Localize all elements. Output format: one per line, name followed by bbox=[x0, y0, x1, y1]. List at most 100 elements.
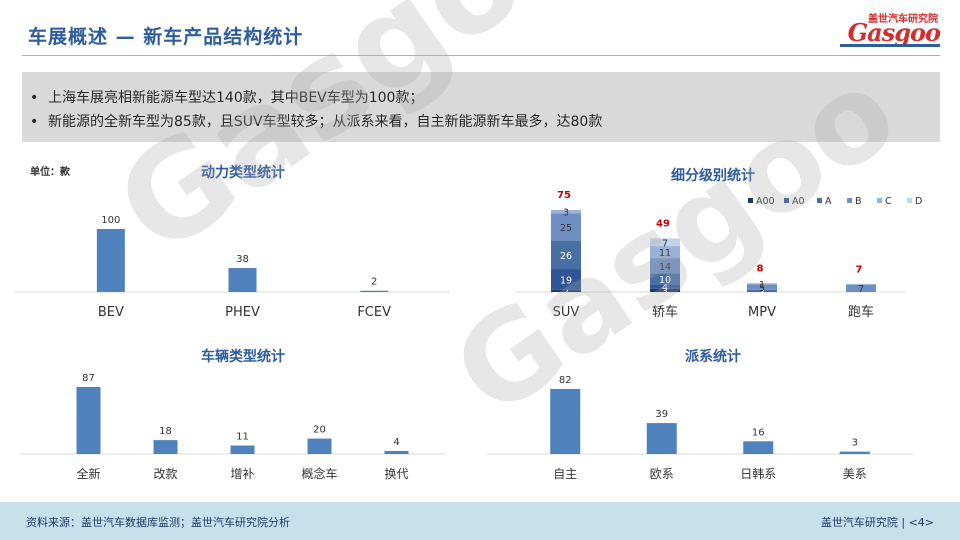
bar-改款 bbox=[153, 440, 178, 454]
bullet: • bbox=[30, 114, 39, 130]
footer-bar: 资料来源：盖世汽车数据库监测；盖世汽车研究院分析 盖世汽车研究院 | <4> bbox=[0, 502, 960, 540]
category-label: BEV bbox=[98, 305, 124, 320]
segment-label: 7 bbox=[662, 238, 668, 249]
segment-label: 10 bbox=[659, 275, 671, 286]
segment-label: 14 bbox=[659, 262, 671, 273]
segment-label: 3 bbox=[563, 208, 569, 219]
data-label: 38 bbox=[236, 254, 249, 265]
category-label: 全新 bbox=[76, 466, 100, 481]
footer-org-name: 盖世汽车研究院 bbox=[820, 516, 898, 529]
segment-label: 19 bbox=[560, 275, 572, 286]
total-label: 75 bbox=[557, 190, 571, 201]
legend-label: C bbox=[885, 196, 892, 207]
summary-box: • 上海车展亮相新能源车型达140款，其中BEV车型为100款； • 新能源的全新车… bbox=[22, 72, 940, 142]
stack-segment-C bbox=[650, 246, 680, 259]
category-label: 跑车 bbox=[848, 304, 874, 320]
bar-自主 bbox=[550, 389, 581, 454]
bar-PHEV bbox=[228, 268, 257, 292]
category-label: 轿车 bbox=[652, 304, 678, 320]
data-label: 18 bbox=[159, 426, 172, 437]
category-label: FCEV bbox=[357, 305, 391, 320]
logo-underline bbox=[840, 44, 940, 47]
data-label: 2 bbox=[371, 277, 377, 288]
legend-swatch-B bbox=[847, 198, 852, 203]
total-label: 7 bbox=[856, 264, 863, 275]
stack-segment-A00 bbox=[650, 288, 680, 292]
bar-换代 bbox=[384, 450, 409, 454]
legend-label: B bbox=[855, 196, 862, 207]
summary-item: • 新能源的全新车型为85款，且SUV车型较多；从派系来看，自主新能源新车最多，达… bbox=[30, 111, 602, 131]
segment-label: 4 bbox=[662, 283, 668, 294]
charts-canvas: 100BEV38PHEV2FCEV87全新18改款11增补20概念车4换代82自… bbox=[15, 190, 922, 481]
logo-cn-text: 盖世汽车研究院 bbox=[868, 14, 938, 25]
category-label: 概念车 bbox=[301, 466, 337, 481]
legend-label: A0 bbox=[792, 196, 805, 207]
bar-日韩系 bbox=[743, 441, 774, 454]
data-label: 11 bbox=[236, 432, 249, 443]
data-label: 4 bbox=[393, 437, 399, 448]
unit-label: 单位：款 bbox=[30, 167, 70, 178]
stack-segment-A00 bbox=[551, 289, 581, 292]
chart-title-segment: 细分级别统计 bbox=[671, 168, 755, 184]
stack-segment-C bbox=[551, 210, 581, 214]
category-label: 日韩系 bbox=[740, 466, 776, 481]
summary-text: 上海车展亮相新能源车型达140款，其中BEV车型为100款； bbox=[48, 90, 424, 106]
bar-全新 bbox=[76, 387, 101, 454]
data-label: 3 bbox=[852, 438, 858, 449]
bar-增补 bbox=[230, 445, 255, 454]
total-label: 8 bbox=[757, 263, 764, 274]
legend-swatch-C bbox=[877, 198, 882, 203]
stack-segment-A bbox=[650, 273, 680, 285]
data-label: 16 bbox=[752, 427, 765, 438]
chart-title-origin: 派系统计 bbox=[685, 349, 741, 365]
segment-label: 2 bbox=[759, 287, 765, 298]
footer-source: 资料来源：盖世汽车数据库监测；盖世汽车研究院分析 bbox=[26, 516, 290, 529]
segment-label: 3 bbox=[662, 286, 668, 297]
data-label: 82 bbox=[559, 375, 572, 386]
legend-label: D bbox=[915, 196, 922, 207]
gasgoo-logo: 盖世汽车研究院 Gasgoo bbox=[832, 8, 942, 52]
stack-segment-A0 bbox=[650, 284, 680, 289]
summary-item: • 上海车展亮相新能源车型达140款，其中BEV车型为100款； bbox=[30, 87, 423, 107]
legend-label: A00 bbox=[756, 196, 775, 207]
footer-org: 盖世汽车研究院 | <4> bbox=[820, 516, 934, 529]
legend-swatch-D bbox=[907, 198, 912, 203]
category-label: 欧系 bbox=[650, 467, 674, 481]
chart-title-vehicle-type: 车辆类型统计 bbox=[201, 349, 285, 365]
stack-segment-A bbox=[747, 289, 777, 292]
legend-swatch-A00 bbox=[748, 198, 753, 203]
chart-title-power: 动力类型统计 bbox=[201, 165, 285, 181]
segment-label: 7 bbox=[858, 284, 864, 295]
legend-label: A bbox=[825, 196, 832, 207]
page-title: 车展概述 — 新车产品结构统计 bbox=[28, 26, 304, 48]
stack-segment-B bbox=[551, 213, 581, 241]
legend-swatch-A0 bbox=[784, 198, 789, 203]
stack-segment-C bbox=[747, 283, 777, 285]
legend-swatch-A bbox=[817, 198, 822, 203]
bar-FCEV bbox=[360, 290, 389, 292]
segment-label: 26 bbox=[560, 251, 572, 262]
title-divider bbox=[22, 55, 940, 56]
summary-text: 新能源的全新车型为85款，且SUV车型较多；从派系来看，自主新能源新车最多，达8… bbox=[48, 114, 603, 130]
segment-label: 5 bbox=[759, 283, 765, 294]
category-label: SUV bbox=[553, 305, 580, 320]
logo-en-text: Gasgoo bbox=[847, 18, 941, 47]
category-label: 美系 bbox=[843, 467, 867, 481]
bar-概念车 bbox=[307, 438, 332, 454]
bar-美系 bbox=[839, 451, 870, 454]
data-label: 39 bbox=[655, 409, 668, 420]
category-label: 增补 bbox=[230, 467, 254, 481]
category-label: PHEV bbox=[225, 305, 260, 320]
segment-label: 11 bbox=[659, 248, 671, 259]
category-label: 自主 bbox=[553, 467, 577, 481]
stack-segment-A bbox=[551, 240, 581, 270]
data-label: 87 bbox=[82, 373, 95, 384]
stack-segment-B bbox=[747, 284, 777, 290]
data-label: 100 bbox=[101, 215, 120, 226]
bar-BEV bbox=[96, 229, 125, 292]
stack-segment-B bbox=[650, 258, 680, 274]
stack-segment-D bbox=[650, 238, 680, 247]
page-number: <4> bbox=[908, 516, 934, 529]
stack-segment-A0 bbox=[551, 269, 581, 290]
category-label: MPV bbox=[748, 305, 776, 320]
